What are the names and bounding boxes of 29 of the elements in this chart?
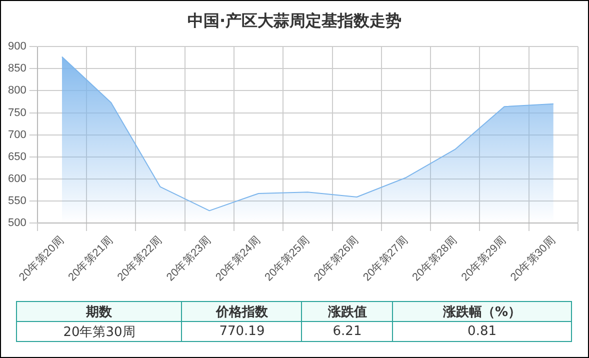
x-tick-label: 20年第23周	[164, 234, 214, 284]
text: 6.21	[302, 322, 393, 342]
x-tick-label: 20年第30周	[508, 234, 558, 284]
text: 0.81	[392, 322, 572, 342]
y-tick-label: 500	[8, 217, 26, 230]
x-tick-label: 20年第27周	[361, 234, 410, 284]
y-tick-label: 700	[8, 128, 26, 141]
x-tick-label: 20年第20周	[17, 234, 66, 284]
x-tick-label: 20年第26周	[312, 234, 362, 284]
x-tick-label: 20年第22周	[115, 234, 164, 284]
x-tick-label: 20年第29周	[459, 234, 509, 284]
text: 价格指数	[182, 302, 302, 322]
text: 涨跌值	[302, 302, 393, 322]
chart-title: 中国·产区大蒜周定基指数走势	[186, 11, 403, 32]
y-tick-label: 900	[8, 40, 26, 53]
x-tick-label: 20年第21周	[66, 234, 116, 284]
y-tick-label: 850	[8, 62, 26, 75]
x-tick-label: 20年第25周	[262, 234, 312, 284]
y-tick-label: 750	[8, 106, 26, 119]
y-tick-label: 650	[8, 150, 26, 163]
y-tick-label: 600	[8, 172, 26, 185]
x-tick-label: 20年第24周	[214, 234, 263, 284]
y-tick-label: 550	[8, 195, 26, 208]
y-tick-label: 800	[8, 84, 26, 97]
x-tick-label: 20年第28周	[410, 234, 460, 284]
text: 期数	[16, 302, 182, 322]
text: 20年第30周	[16, 322, 182, 342]
text: 涨跌幅（%）	[392, 302, 572, 322]
text: 770.19	[182, 322, 302, 342]
